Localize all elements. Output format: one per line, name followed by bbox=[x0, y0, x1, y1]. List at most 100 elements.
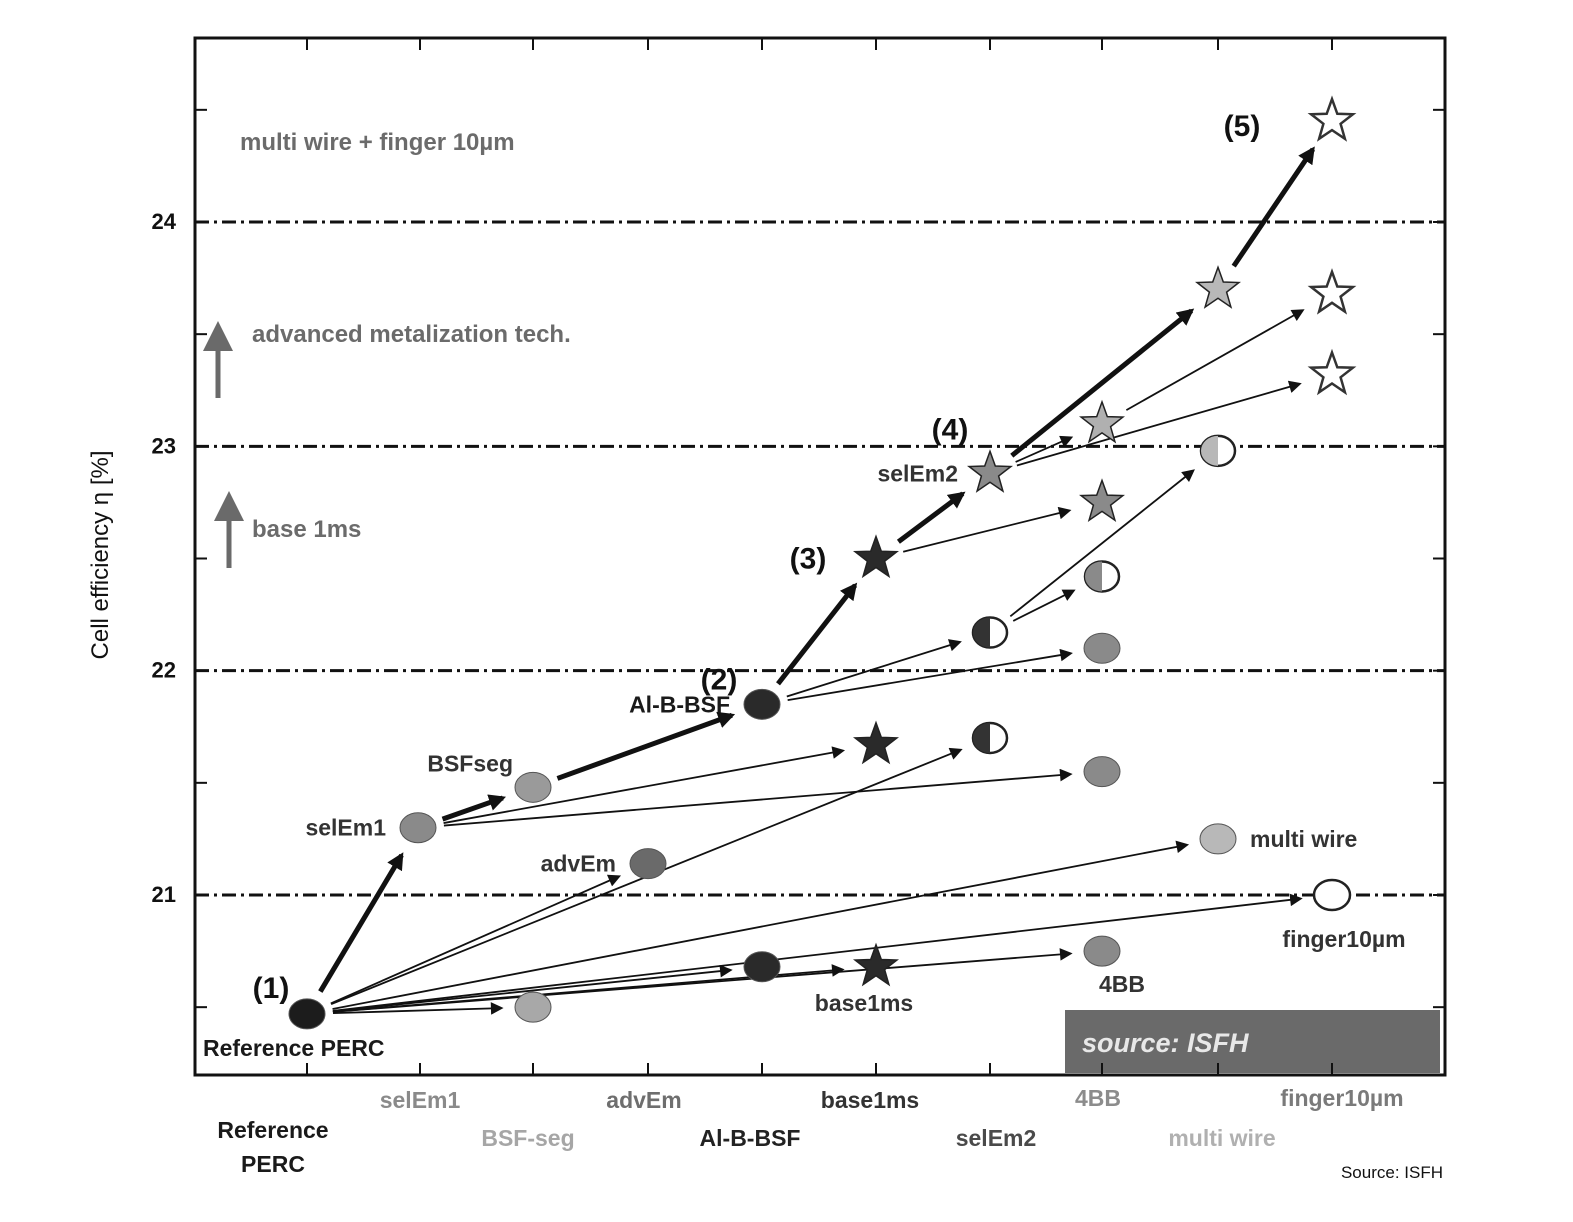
y-tick-label: 22 bbox=[152, 658, 176, 683]
data-point-star bbox=[1307, 95, 1357, 142]
data-point-circle bbox=[288, 998, 326, 1030]
x-category-label: multi wire bbox=[1168, 1125, 1275, 1151]
variant-arrow bbox=[330, 874, 622, 1005]
variant-arrow bbox=[1125, 309, 1305, 411]
point-label: selEm1 bbox=[305, 815, 386, 841]
x-category-label: Al-B-BSF bbox=[700, 1125, 801, 1151]
data-point-circle bbox=[1312, 878, 1352, 912]
arrows bbox=[318, 146, 1315, 1015]
data-point-star bbox=[1307, 348, 1357, 396]
y-axis-label: Cell efficiency η [%] bbox=[87, 451, 114, 660]
data-point-circle bbox=[514, 771, 552, 803]
data-point-half-circle bbox=[971, 721, 1009, 755]
source-footer: Source: ISFH bbox=[1341, 1163, 1443, 1182]
half-circle-fill bbox=[973, 722, 990, 753]
legend: multi wire + finger 10µm advanced metaliz… bbox=[203, 129, 571, 568]
x-category-label: base1ms bbox=[821, 1087, 919, 1113]
x-category-label-line: finger10µm bbox=[1280, 1085, 1403, 1111]
main-path-arrow bbox=[1010, 308, 1195, 458]
variant-arrow bbox=[443, 768, 1073, 827]
point-label: Reference PERC bbox=[203, 1035, 385, 1061]
x-category-label-line: Al-B-BSF bbox=[700, 1125, 801, 1151]
variant-arrow bbox=[1016, 380, 1302, 467]
x-category-label: BSF-seg bbox=[481, 1125, 574, 1151]
x-category-label-line: Reference bbox=[217, 1117, 328, 1143]
point-label: Al-B-BSF bbox=[629, 691, 730, 717]
x-category-labels: Reference PERC selEm1 BSF-seg advEm Al-B-BSF b… bbox=[217, 1085, 1403, 1177]
stage-label: (4) bbox=[932, 413, 969, 446]
y-tick-label: 23 bbox=[152, 433, 176, 458]
axis-ticks bbox=[195, 38, 1445, 1075]
main-path-arrow bbox=[1231, 146, 1315, 268]
point-label: BSFseg bbox=[427, 750, 513, 776]
gridlines bbox=[195, 220, 1445, 897]
data-point-star bbox=[1307, 268, 1357, 315]
data-point-star bbox=[1195, 265, 1241, 309]
variant-arrow bbox=[332, 948, 1073, 1013]
data-point-star bbox=[1079, 399, 1125, 444]
variant-arrow bbox=[787, 648, 1073, 701]
stage-label: (2) bbox=[701, 663, 738, 696]
variant-arrow bbox=[443, 746, 846, 824]
data-point-circle bbox=[743, 951, 781, 983]
data-point-circle bbox=[629, 848, 667, 880]
x-category-label-line: PERC bbox=[241, 1151, 305, 1177]
data-point-star bbox=[1079, 478, 1125, 522]
y-tick-label: 21 bbox=[152, 882, 176, 907]
data-point-half-circle bbox=[1199, 434, 1237, 468]
data-point-circle bbox=[1083, 756, 1121, 788]
main-path-arrow bbox=[776, 582, 858, 686]
point-label: base1ms bbox=[815, 990, 913, 1016]
point-labels: Reference PERC selEm1 BSFseg advEm Al-B-BSF s… bbox=[203, 460, 1406, 1061]
variant-arrow bbox=[332, 964, 733, 1013]
x-category-label-line: BSF-seg bbox=[481, 1125, 574, 1151]
data-point-circle bbox=[743, 688, 781, 720]
plot-frame bbox=[193, 36, 1447, 1077]
x-category-label: 4BB bbox=[1075, 1085, 1121, 1111]
x-category-label: selEm1 bbox=[380, 1087, 461, 1113]
main-path-arrow bbox=[441, 794, 507, 822]
data-point-circle bbox=[514, 991, 552, 1023]
x-category-label: advEm bbox=[606, 1087, 681, 1113]
half-circle-fill bbox=[1201, 435, 1218, 466]
y-tick-label: 24 bbox=[152, 209, 177, 234]
half-circle-fill bbox=[1085, 561, 1102, 592]
stage-label: (1) bbox=[253, 972, 290, 1005]
data-point-star bbox=[966, 449, 1014, 493]
variant-arrow bbox=[332, 1002, 504, 1015]
point-label: 4BB bbox=[1099, 971, 1145, 997]
variant-arrow bbox=[1009, 469, 1195, 618]
stage-label: (5) bbox=[1224, 110, 1261, 143]
source-box-background bbox=[1065, 1010, 1440, 1073]
data-point-half-circle bbox=[1083, 560, 1121, 593]
stage-label: (3) bbox=[790, 543, 827, 576]
x-category-label-line: 4BB bbox=[1075, 1085, 1121, 1111]
main-path-arrow bbox=[318, 852, 404, 993]
variant-arrow bbox=[332, 893, 1303, 1012]
x-category-label-line: base1ms bbox=[821, 1087, 919, 1113]
data-point-circle bbox=[1083, 632, 1121, 664]
data-point-circle bbox=[1199, 823, 1237, 855]
x-category-label-line: selEm2 bbox=[956, 1125, 1037, 1151]
point-label: selEm2 bbox=[877, 460, 958, 486]
y-tick-labels: 21 22 23 24 bbox=[152, 209, 177, 907]
main-path-arrow bbox=[896, 491, 966, 544]
legend-label: advanced metalization tech. bbox=[252, 321, 571, 348]
half-circle-fill bbox=[973, 617, 990, 648]
data-point-circle bbox=[399, 812, 437, 844]
legend-label: multi wire + finger 10µm bbox=[240, 129, 515, 156]
variant-arrow bbox=[332, 840, 1190, 1010]
main-path-arrow bbox=[556, 711, 736, 781]
x-category-label-line: advEm bbox=[606, 1087, 681, 1113]
x-category-label-line: multi wire bbox=[1168, 1125, 1275, 1151]
data-point-half-circle bbox=[971, 616, 1009, 649]
data-point-star bbox=[853, 942, 899, 987]
data-point-circle bbox=[1083, 935, 1121, 967]
x-category-label: Reference PERC bbox=[217, 1117, 328, 1177]
variant-arrow bbox=[1012, 589, 1076, 622]
point-label: advEm bbox=[541, 851, 616, 877]
source-box-text: source: ISFH bbox=[1082, 1028, 1249, 1058]
point-label: multi wire bbox=[1250, 826, 1357, 852]
variant-arrow bbox=[786, 639, 962, 698]
